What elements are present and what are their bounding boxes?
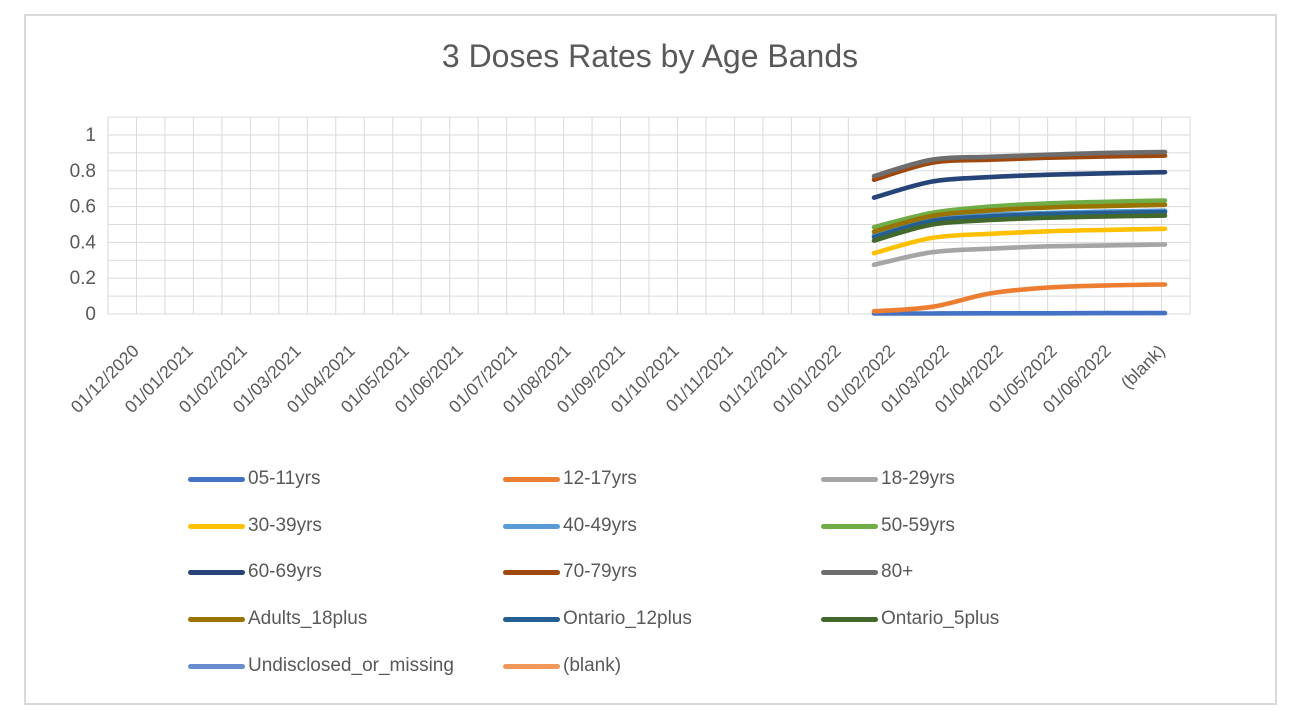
y-tick-label: 1 [85,125,96,146]
series-line-70-79yrs [871,153,1168,183]
series-line-12-17yrs [871,282,1168,314]
series-line-ontario-5plus [871,213,1168,243]
y-tick-label: 0.2 [70,268,96,289]
x-tick-label: (blank) [1117,341,1169,393]
y-tick-label: 0.8 [70,161,96,182]
series-line-80+ [871,149,1168,179]
series-line-18-29yrs [871,242,1168,268]
y-tick-label: 0 [85,304,96,325]
y-tick-label: 0.4 [70,232,97,253]
series-line-adults-18plus [871,202,1168,234]
series-line-ontario-12plus [871,209,1168,240]
series-line-30-39yrs [871,226,1168,256]
chart-title: 3 Doses Rates by Age Bands [441,38,859,74]
series-line-50-59yrs [871,198,1168,230]
y-tick-label: 0.6 [70,197,96,218]
chart-frame [24,14,1277,705]
series-line-60-69yrs [871,169,1168,200]
